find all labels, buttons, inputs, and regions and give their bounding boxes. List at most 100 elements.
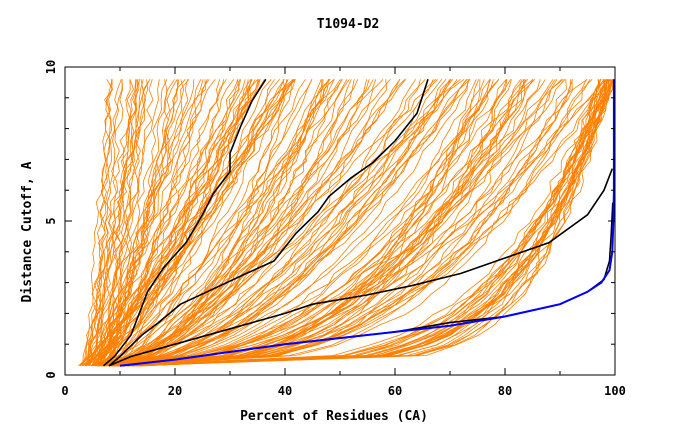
- model-curve: [102, 79, 189, 366]
- model-curve: [132, 79, 608, 367]
- model-curve: [95, 79, 350, 367]
- reference-curve: [119, 79, 615, 367]
- model-curve: [100, 79, 322, 367]
- model-curve: [104, 79, 426, 367]
- model-curve: [118, 79, 401, 367]
- highlighted-curves: [102, 78, 615, 367]
- model-curve: [111, 79, 434, 367]
- model-curve: [104, 79, 260, 367]
- model-curve: [98, 79, 178, 366]
- x-tick-label: 20: [168, 384, 182, 398]
- model-curve: [83, 79, 294, 367]
- model-curve: [101, 79, 239, 367]
- model-curve: [91, 79, 467, 367]
- model-curve: [109, 79, 210, 366]
- model-curve: [107, 79, 438, 367]
- model-curve: [98, 79, 355, 367]
- model-curve: [127, 79, 541, 367]
- model-curve: [122, 79, 608, 367]
- model-curve: [127, 79, 573, 367]
- model-curve: [116, 79, 388, 367]
- x-tick-label: 100: [604, 384, 626, 398]
- model-curve: [90, 79, 265, 367]
- model-curve: [99, 79, 330, 367]
- highlighted-curve: [108, 168, 614, 367]
- y-tick-label: 5: [44, 217, 58, 224]
- model-curve: [93, 79, 168, 366]
- y-tick-label: 0: [44, 371, 58, 378]
- model-curve: [94, 79, 454, 367]
- model-curve: [104, 79, 407, 367]
- model-curve: [140, 79, 607, 367]
- y-axis: 0 5 10: [44, 60, 615, 379]
- model-curve: [92, 79, 296, 367]
- x-tick-label: 60: [388, 384, 402, 398]
- model-curve: [80, 79, 295, 367]
- model-curve: [130, 79, 512, 367]
- model-curve: [95, 79, 160, 366]
- model-curve: [114, 79, 377, 367]
- model-curve: [102, 79, 452, 367]
- model-curve: [98, 79, 491, 367]
- model-curve: [113, 78, 461, 367]
- model-curve: [100, 79, 216, 366]
- model-curve: [82, 79, 114, 366]
- model-curve: [116, 79, 525, 367]
- model-curve: [96, 79, 329, 367]
- x-tick-label: 80: [498, 384, 512, 398]
- model-curve: [87, 79, 139, 366]
- model-curve: [112, 79, 606, 367]
- model-curve: [94, 79, 185, 367]
- model-curve: [101, 79, 370, 367]
- x-axis: 0 20 40 60 80 100: [61, 67, 626, 398]
- model-curve: [123, 79, 512, 367]
- model-curve: [120, 79, 421, 367]
- model-curve: [101, 79, 253, 367]
- model-curve: [116, 79, 470, 367]
- model-curve: [109, 79, 335, 367]
- y-axis-label: Distance Cutoff, A: [20, 161, 35, 302]
- model-curve: [114, 79, 436, 367]
- model-curve: [98, 79, 208, 367]
- highlighted-curve: [102, 78, 267, 367]
- model-curve: [102, 79, 341, 367]
- model-curve: [127, 79, 593, 367]
- x-tick-label: 40: [278, 384, 292, 398]
- model-curve: [118, 79, 452, 367]
- model-curve: [99, 79, 525, 367]
- model-curve: [88, 79, 144, 366]
- model-curve: [91, 79, 330, 367]
- model-curve: [111, 79, 508, 367]
- model-curve: [116, 78, 465, 367]
- model-curve: [128, 79, 600, 367]
- model-curve: [101, 79, 323, 367]
- model-curve: [119, 79, 609, 367]
- model-curve: [118, 79, 352, 367]
- model-curve: [99, 79, 124, 366]
- model-curve: [113, 79, 611, 367]
- model-curve: [122, 79, 558, 367]
- model-curve: [87, 79, 113, 366]
- model-curve: [97, 79, 147, 367]
- model-curve: [120, 79, 313, 367]
- model-curve: [95, 79, 179, 367]
- model-curve: [100, 79, 168, 367]
- model-curve: [114, 79, 507, 367]
- model-curve: [95, 79, 137, 366]
- x-axis-label: Percent of Residues (CA): [240, 409, 428, 424]
- y-tick-label: 10: [44, 60, 58, 74]
- model-curve: [123, 79, 567, 367]
- model-curve: [134, 79, 610, 367]
- model-curve: [88, 79, 113, 366]
- model-curve: [108, 79, 562, 367]
- highlighted-curve: [108, 79, 429, 367]
- chart-title: T1094-D2: [317, 17, 380, 32]
- model-curve: [85, 79, 151, 366]
- x-tick-label: 0: [61, 384, 68, 398]
- model-curve: [90, 79, 401, 367]
- model-curve: [102, 79, 494, 367]
- model-curve: [141, 79, 614, 367]
- model-curve: [98, 79, 458, 367]
- model-curve: [122, 79, 491, 367]
- model-curve: [102, 79, 500, 367]
